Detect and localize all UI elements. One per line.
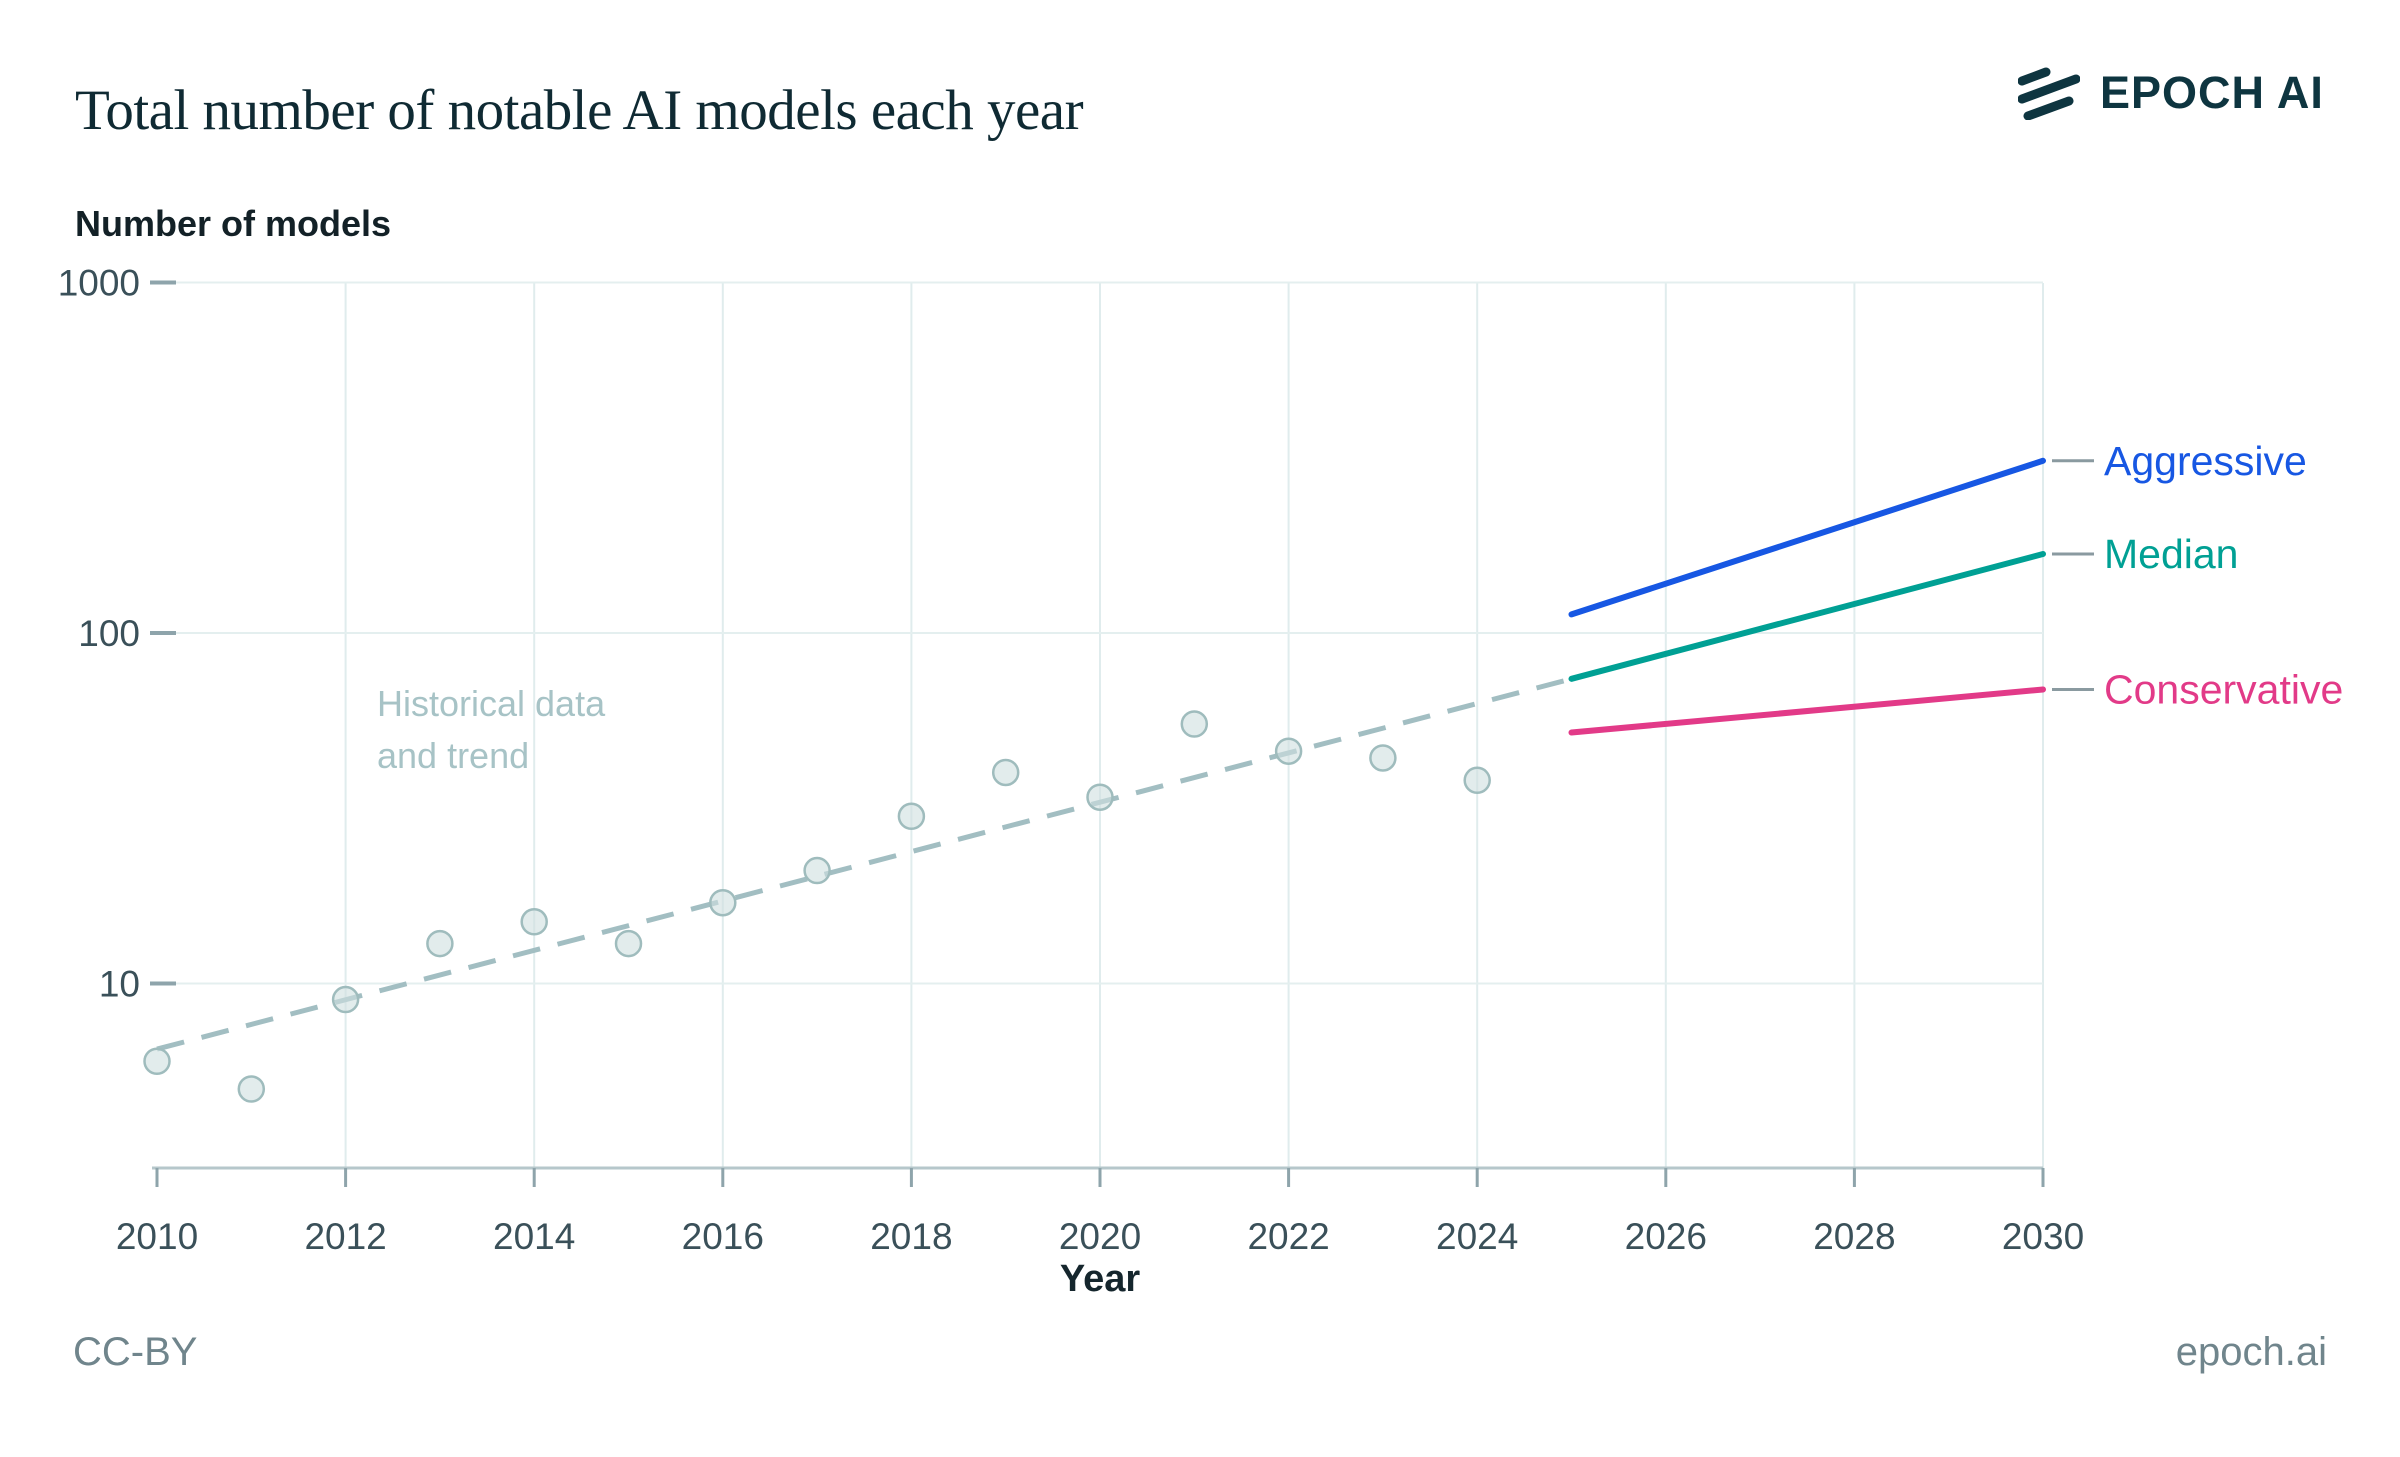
data-point-2016 xyxy=(709,888,737,917)
projection-label-conservative: Conservative xyxy=(2104,666,2343,712)
chart-title: Total number of notable AI models each y… xyxy=(75,79,1084,142)
historical-annotation-line-2: and trend xyxy=(377,735,529,776)
x-tick-label-2012: 2012 xyxy=(304,1216,386,1257)
data-point-2014 xyxy=(520,908,548,936)
data-point-2022 xyxy=(1274,737,1303,765)
data-point-2023 xyxy=(1369,744,1397,772)
trend-line xyxy=(156,676,1573,1052)
x-tick-label-2014: 2014 xyxy=(493,1216,575,1257)
projection-line-median xyxy=(1568,551,2046,682)
x-tick-label-2024: 2024 xyxy=(1436,1216,1518,1257)
x-tick-label-2020: 2020 xyxy=(1059,1216,1141,1257)
x-tick-label-2018: 2018 xyxy=(870,1216,952,1257)
projection-label-median: Median xyxy=(2104,531,2238,577)
x-tick-label-2016: 2016 xyxy=(682,1216,764,1257)
data-point-2020 xyxy=(1086,783,1114,811)
historical-annotation-line-1: Historical data xyxy=(377,683,606,724)
x-tick-label-2022: 2022 xyxy=(1247,1216,1329,1257)
projection-line-conservative xyxy=(1568,686,2046,736)
x-tick-label-2028: 2028 xyxy=(1813,1216,1895,1257)
data-point-2019 xyxy=(991,758,1020,787)
projection-line-aggressive xyxy=(1568,457,2046,618)
epoch-ai-logo: EPOCH AI xyxy=(2018,66,2324,120)
data-point-2011 xyxy=(237,1075,266,1103)
x-tick-label-2030: 2030 xyxy=(2002,1216,2084,1257)
x-tick-label-2010: 2010 xyxy=(116,1216,198,1257)
x-tick-label-2026: 2026 xyxy=(1625,1216,1707,1257)
epoch-ai-logo-icon xyxy=(2018,67,2080,120)
data-point-2024 xyxy=(1463,766,1491,795)
data-point-2012 xyxy=(331,985,360,1014)
data-point-2018 xyxy=(897,802,926,831)
y-axis-title: Number of models xyxy=(75,203,392,244)
site-text: epoch.ai xyxy=(2175,1330,2327,1374)
x-axis-title: Year xyxy=(1060,1258,1141,1300)
data-point-2013 xyxy=(426,929,454,958)
license-text: CC-BY xyxy=(73,1330,198,1374)
y-tick-label-1000: 1000 xyxy=(58,263,140,304)
data-point-2015 xyxy=(614,929,643,958)
data-point-2017 xyxy=(803,856,831,885)
epoch-ai-logo-text: EPOCH AI xyxy=(2100,67,2324,118)
projection-label-aggressive: Aggressive xyxy=(2104,438,2307,484)
y-tick-label-100: 100 xyxy=(78,613,140,654)
data-point-2021 xyxy=(1180,710,1209,738)
y-tick-label-10: 10 xyxy=(99,964,140,1005)
data-point-2010 xyxy=(143,1047,171,1076)
